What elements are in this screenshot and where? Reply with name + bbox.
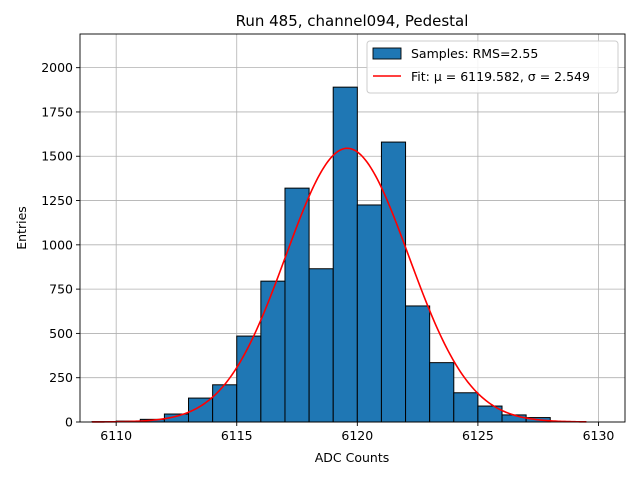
y-tick-label: 500: [49, 326, 73, 341]
legend-histogram-label: Samples: RMS=2.55: [411, 46, 538, 61]
histogram-bar: [236, 335, 262, 423]
x-tick-label: 6120: [341, 428, 373, 443]
histogram-bar: [212, 384, 238, 423]
histogram-bar: [308, 268, 334, 423]
histogram-bar: [405, 305, 431, 423]
chart-title: Run 485, channel094, Pedestal: [236, 12, 469, 30]
histogram-bar: [380, 141, 407, 423]
y-tick-label: 0: [65, 415, 73, 430]
plot-frame: [79, 33, 626, 423]
legend-box: [366, 40, 619, 94]
y-axis-label: Entries: [14, 206, 29, 250]
legend: Samples: RMS=2.55 Fit: μ = 6119.582, σ =…: [366, 40, 619, 94]
histogram-bar: [284, 187, 310, 423]
x-tick-label: 6125: [462, 428, 494, 443]
y-axis-ticks: 0 250 500 750 1000 1250 1500 1750 2000: [41, 60, 80, 430]
x-tick-label: 6110: [100, 428, 132, 443]
x-axis-label: ADC Counts: [315, 450, 390, 465]
x-tick-label: 6130: [583, 428, 615, 443]
legend-histogram-swatch: [372, 47, 402, 60]
y-tick-label: 750: [49, 282, 73, 297]
y-tick-label: 250: [49, 370, 73, 385]
fit-curve: [92, 147, 587, 423]
y-tick-label: 1000: [41, 237, 73, 252]
x-tick-label: 6115: [221, 428, 253, 443]
histogram-bar: [356, 204, 382, 423]
y-tick-label: 1750: [41, 104, 73, 119]
x-axis-ticks: 6110 6115 6120 6125 6130: [100, 422, 614, 443]
legend-fit-label: Fit: μ = 6119.582, σ = 2.549: [411, 69, 590, 84]
histogram-bar: [260, 280, 286, 423]
histogram-bar: [453, 392, 479, 423]
histogram-bar: [429, 362, 455, 423]
y-tick-label: 1250: [41, 193, 73, 208]
y-tick-label: 2000: [41, 60, 73, 75]
histogram-bar: [332, 86, 358, 423]
histogram-bar: [501, 414, 527, 423]
y-tick-label: 1500: [41, 149, 73, 164]
